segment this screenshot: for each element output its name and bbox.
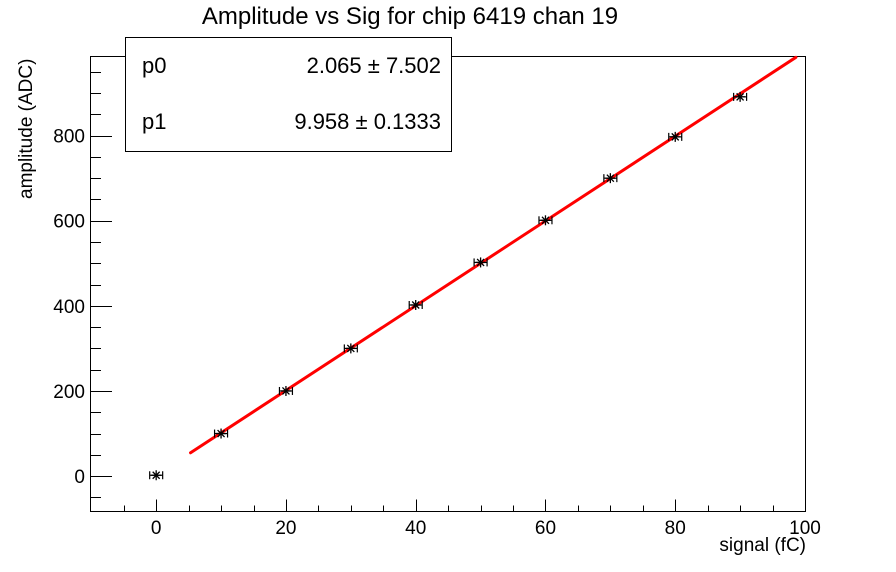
y-tick-label: 0 [74,467,85,488]
data-point-marker [736,92,745,101]
y-axis-title: amplitude (ADC) [16,58,37,199]
x-axis-title: signal (fC) [719,535,806,556]
data-point-marker [411,301,420,309]
x-tick-label: 80 [665,518,686,539]
y-tick-label: 800 [53,127,85,148]
data-point-marker [281,387,290,395]
param-name: p1 [142,109,167,134]
data-point-marker [541,216,550,225]
data-point-marker [606,174,615,183]
data-point-marker [152,471,161,480]
x-tick-label: 0 [151,518,162,539]
y-tick-label: 600 [53,212,85,233]
x-tick-label: 40 [405,518,426,539]
x-tick-label: 20 [275,518,296,539]
fit-line [189,55,798,455]
x-tick-label: 100 [789,518,821,539]
data-point-marker [476,258,485,267]
data-point-marker [346,344,355,353]
param-name: p0 [142,53,167,78]
fit-stats-box: p0 2.065 ± 7.502 p1 9.958 ± 0.1333 [125,37,452,152]
x-tick-label: 60 [535,518,556,539]
stats-row-p0: p0 2.065 ± 7.502 [126,38,451,94]
y-tick-label: 400 [53,297,85,318]
stats-row-p1: p1 9.958 ± 0.1333 [126,94,451,150]
chart-title: Amplitude vs Sig for chip 6419 chan 19 [201,3,619,30]
data-point-marker [671,132,680,141]
param-value: 9.958 ± 0.1333 [294,109,441,134]
data-point-marker [217,429,226,438]
y-tick-label: 200 [53,382,85,403]
param-value: 2.065 ± 7.502 [306,53,441,78]
